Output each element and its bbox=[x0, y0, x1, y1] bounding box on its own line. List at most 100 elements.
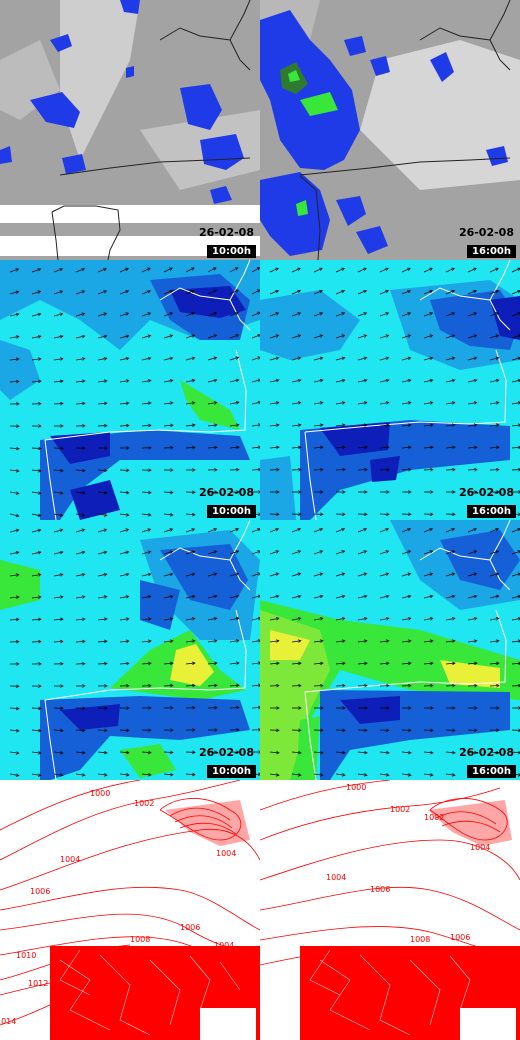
wind-vector-arrow bbox=[401, 379, 411, 383]
wind-vector-arrowhead bbox=[473, 356, 478, 361]
wind-vector-arrow bbox=[423, 402, 433, 405]
wind-vector-arrow bbox=[75, 335, 85, 339]
wind-vector-arrowhead bbox=[82, 401, 86, 406]
wind-vector-arrow bbox=[185, 528, 195, 533]
wind-vector-arrowhead bbox=[319, 267, 323, 271]
wind-vector-arrow bbox=[97, 729, 108, 731]
wind-field-map-16h: 26-02-08 16:00h bbox=[260, 260, 520, 520]
wind-vector-arrowhead bbox=[363, 401, 368, 405]
wind-vector-arrowhead bbox=[429, 773, 434, 777]
wind-vector-arrowhead bbox=[125, 290, 130, 294]
wind-vector-arrow bbox=[423, 379, 433, 383]
wind-vector-arrow bbox=[185, 513, 195, 516]
wind-vector-arrowhead bbox=[213, 378, 218, 383]
wind-vector-arrow bbox=[269, 290, 279, 295]
wind-vector-arrowhead bbox=[147, 595, 152, 599]
wind-vector-arrowhead bbox=[169, 356, 174, 361]
wind-vector-arrow bbox=[401, 595, 411, 599]
wind-vector-arrow bbox=[185, 662, 195, 665]
wind-vector-arrow bbox=[313, 312, 323, 317]
wind-vector-arrow bbox=[251, 684, 260, 687]
wind-vector-arrowhead bbox=[363, 267, 367, 271]
wind-vector-arrow bbox=[9, 513, 19, 517]
wind-vector-arrow bbox=[97, 573, 107, 577]
wind-vector-arrowhead bbox=[275, 267, 279, 271]
wind-vector-arrowhead bbox=[341, 594, 346, 599]
wind-vector-arrowhead bbox=[59, 334, 64, 339]
wind-vector-arrowhead bbox=[319, 617, 324, 621]
wind-vector-arrowhead bbox=[385, 289, 390, 294]
wind-vector-arrow bbox=[445, 528, 455, 533]
wind-vector-arrow bbox=[313, 595, 323, 599]
wind-vector-arrow bbox=[9, 358, 19, 361]
wind-vector-arrow bbox=[75, 469, 86, 472]
wind-vector-arrowhead bbox=[192, 728, 196, 732]
wind-vector-arrow bbox=[379, 528, 389, 533]
wind-vector-arrowhead bbox=[517, 378, 520, 383]
wind-vector-arrow bbox=[401, 550, 411, 555]
wind-vector-arrow bbox=[467, 379, 477, 383]
wind-vector-arrowhead bbox=[407, 289, 412, 294]
wind-vector-arrowhead bbox=[518, 706, 520, 710]
wind-vector-arrowhead bbox=[473, 572, 478, 576]
wind-vector-arrowhead bbox=[103, 617, 108, 621]
wind-vector-arrowhead bbox=[473, 378, 478, 383]
wind-vector-arrow bbox=[489, 290, 499, 295]
wind-vector-arrowhead bbox=[125, 334, 130, 338]
wind-vector-arrowhead bbox=[214, 423, 218, 427]
wind-vector-arrowhead bbox=[82, 684, 86, 688]
wind-vector-arrowhead bbox=[37, 595, 42, 599]
wind-vector-arrow bbox=[97, 596, 107, 599]
wind-vector-arrowhead bbox=[82, 728, 86, 733]
isobar-label: 1004 bbox=[216, 849, 236, 858]
wind-vector-arrowhead bbox=[37, 751, 42, 755]
wind-vector-arrow bbox=[467, 751, 477, 754]
wind-vector-arrowhead bbox=[364, 661, 368, 666]
wind-vector-arrowhead bbox=[60, 424, 64, 428]
wind-vector-arrowhead bbox=[235, 550, 240, 554]
wind-vector-arrowhead bbox=[341, 378, 346, 383]
wind-vector-arrow bbox=[335, 640, 345, 643]
wind-vector-arrowhead bbox=[16, 379, 20, 384]
wind-vector-arrow bbox=[31, 358, 41, 361]
wind-vector-arrowhead bbox=[517, 527, 520, 532]
wind-vector-arrow bbox=[75, 596, 85, 599]
wind-vector-arrow bbox=[511, 573, 520, 577]
wind-vector-arrow bbox=[207, 550, 217, 555]
wind-vector-arrowhead bbox=[16, 684, 20, 688]
wind-vector-arrow bbox=[445, 424, 455, 427]
wind-vector-arrow bbox=[335, 617, 345, 621]
wind-vector-arrow bbox=[335, 267, 345, 273]
wind-vector-arrowhead bbox=[276, 728, 280, 733]
wind-vector-arrow bbox=[119, 425, 130, 427]
wind-vector-arrow bbox=[269, 662, 279, 665]
wind-vector-arrowhead bbox=[275, 773, 280, 777]
wind-vector-arrow bbox=[163, 424, 173, 427]
wind-vector-arrow bbox=[163, 335, 173, 339]
wind-vector-arrowhead bbox=[257, 572, 260, 576]
wind-vector-arrowhead bbox=[170, 490, 174, 495]
wind-vector-arrowhead bbox=[38, 446, 42, 451]
wind-vector-arrowhead bbox=[169, 379, 174, 383]
wind-vector-arrowhead bbox=[429, 527, 434, 532]
wind-vector-arrow bbox=[379, 550, 389, 555]
wind-vector-arrowhead bbox=[451, 312, 456, 316]
wind-vector-arrowhead bbox=[148, 446, 152, 450]
wind-vector-arrow bbox=[269, 640, 279, 643]
wind-vector-arrow bbox=[53, 618, 63, 621]
wind-vector-arrowhead bbox=[275, 289, 280, 294]
wind-vector-arrow bbox=[511, 640, 520, 643]
wind-vector-arrow bbox=[251, 401, 260, 405]
wind-vector-arrow bbox=[119, 491, 129, 494]
wind-vector-arrow bbox=[511, 335, 520, 339]
wind-vector-arrowhead bbox=[235, 594, 240, 599]
wind-vector-arrowhead bbox=[298, 750, 302, 755]
wind-vector-arrow bbox=[119, 640, 129, 643]
wind-vector-arrow bbox=[251, 312, 260, 317]
wind-field-upper-map-10h: 26-02-08 10:00h bbox=[0, 520, 260, 780]
wind-vector-arrowhead bbox=[16, 706, 20, 711]
wind-vector-arrow bbox=[9, 291, 19, 295]
wind-vector-arrowhead bbox=[125, 528, 130, 532]
wind-vector-arrow bbox=[229, 595, 239, 599]
wind-vector-arrowhead bbox=[148, 772, 152, 777]
